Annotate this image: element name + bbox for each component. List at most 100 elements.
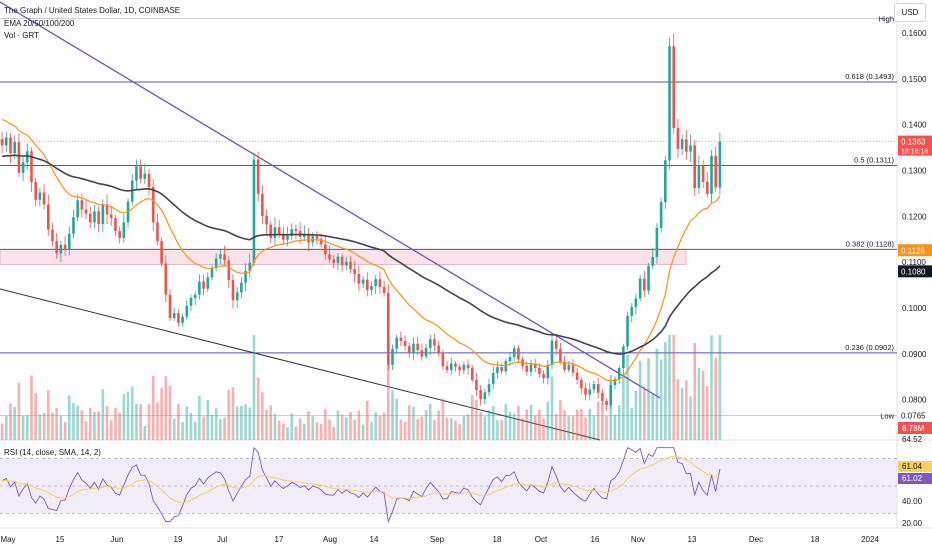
volume-bar [160, 387, 163, 440]
volume-bar [357, 410, 361, 440]
volume-bar [378, 415, 382, 440]
candle-body [500, 367, 503, 372]
volume-bar [596, 401, 600, 440]
volume-bar [319, 423, 323, 440]
volume-bar [386, 335, 390, 440]
candle-body [458, 366, 461, 371]
rsi-value-badge-bg [898, 473, 932, 484]
candle-body [114, 218, 117, 231]
candle-body [139, 166, 142, 179]
volume-bar [605, 415, 608, 440]
volume-bar [55, 407, 58, 440]
candle-body [365, 279, 369, 291]
candle-body [198, 281, 201, 295]
candle-body [109, 214, 113, 219]
volume-bar [374, 412, 377, 440]
volume-bar [34, 393, 37, 440]
candle-body [517, 348, 520, 360]
volume-bar [496, 420, 499, 440]
volume-bar [248, 407, 252, 440]
volume-bar [181, 421, 184, 440]
ema-gray-badge-bg [898, 265, 932, 278]
price-tick-label: 0.1100 [902, 258, 926, 267]
candle-body [227, 260, 231, 281]
candle-body [328, 254, 331, 260]
volume-bar [30, 375, 33, 440]
time-tick-label: 19 [174, 535, 183, 544]
volume-bar [575, 409, 579, 440]
volume-bar [223, 417, 226, 440]
volume-bar [550, 376, 554, 440]
volume-bar [59, 415, 63, 440]
candle-body [609, 385, 613, 406]
time-tick-label: 15 [56, 535, 65, 544]
low-value-bg [898, 409, 932, 422]
fib-level-label: 0.5 (0.1311) [854, 155, 894, 164]
candle-body [202, 281, 205, 289]
candle-body [143, 173, 147, 179]
volume-bar [286, 427, 289, 440]
candle-body [135, 166, 138, 181]
volume-bar [533, 415, 537, 440]
fib-level-label: 0.382 (0.1128) [846, 239, 895, 248]
candle-body [105, 204, 109, 215]
volume-bar [500, 420, 503, 440]
volume-bar [231, 387, 235, 440]
volume-bar [156, 402, 159, 440]
candle-body [118, 231, 121, 238]
candle-body [664, 160, 667, 203]
volume-bar [42, 412, 46, 440]
time-tick-label: 17 [275, 535, 284, 544]
candle-body [122, 222, 126, 238]
volume-bar [25, 415, 29, 440]
candle-body [382, 286, 386, 293]
candle-body [626, 315, 629, 347]
volume-bar [361, 424, 365, 440]
candle-body [290, 229, 294, 237]
volume-legend[interactable]: Vol · GRT [4, 31, 39, 40]
candle-body [483, 392, 487, 400]
candle-body [601, 392, 604, 402]
chart-title: The Graph / United States Dollar, 1D, CO… [4, 6, 181, 15]
currency-button[interactable]: USD [894, 3, 926, 22]
volume-bar [143, 425, 147, 440]
candle-body [685, 139, 688, 152]
volume-bar [521, 418, 524, 440]
volume-bar [235, 406, 239, 440]
candle-body [622, 346, 625, 369]
candle-body [9, 137, 12, 154]
price-tick-label: 0.1000 [902, 304, 927, 313]
volume-bar [655, 348, 659, 440]
candle-body [84, 209, 88, 214]
volume-bar [454, 420, 457, 440]
lower-channel-line [0, 288, 601, 441]
volume-bar [626, 354, 629, 440]
volume-bar [563, 410, 566, 440]
volume-bar [458, 424, 461, 440]
volume-bar [147, 404, 151, 440]
volume-bar [475, 399, 478, 440]
volume-bar [105, 405, 109, 440]
volume-badge-bg [898, 422, 932, 434]
volume-bar [664, 342, 667, 440]
candle-body [80, 200, 84, 210]
rsi-legend[interactable]: RSI (14, close, SMA, 14, 2) [4, 448, 101, 457]
volume-bar [122, 394, 126, 440]
candle-body [399, 337, 403, 341]
candle-body [294, 229, 298, 231]
candle-body [571, 364, 575, 373]
candle-body [584, 388, 587, 395]
volume-bar [365, 401, 369, 440]
volume-bar [282, 423, 285, 440]
time-tick-label: Sep [430, 535, 445, 544]
ema-legend[interactable]: EMA 20/50/100/200 [4, 19, 75, 28]
volume-bar [424, 409, 428, 440]
volume-bar [168, 385, 172, 440]
candle-body [51, 229, 54, 242]
volume-bar [571, 416, 575, 440]
volume-bar [303, 423, 306, 440]
volume-bar [647, 358, 650, 440]
candle-body [630, 307, 634, 316]
volume-bar [172, 418, 176, 440]
